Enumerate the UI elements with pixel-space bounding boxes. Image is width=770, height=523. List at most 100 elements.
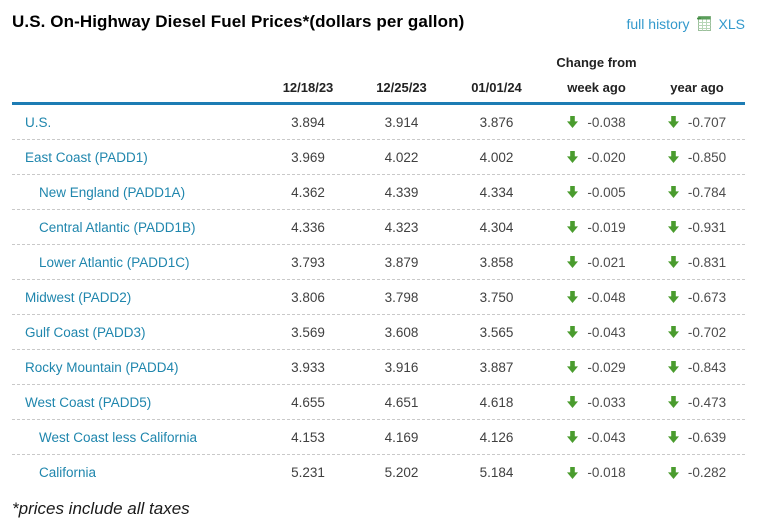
year-change-value: -0.639 (687, 429, 727, 445)
price-cell-3: 4.618 (479, 394, 514, 410)
region-link[interactable]: Rocky Mountain (PADD4) (25, 359, 179, 375)
region-link[interactable]: Lower Atlantic (PADD1C) (39, 254, 190, 270)
year-change-cell: -0.931 (649, 220, 745, 235)
region-link[interactable]: West Coast (PADD5) (25, 394, 152, 410)
year-change-cell: -0.639 (649, 430, 745, 445)
table-row: Rocky Mountain (PADD4) 3.933 3.916 3.887… (12, 350, 745, 385)
week-change-value: -0.043 (587, 429, 626, 445)
price-cell-3: 3.565 (479, 324, 514, 340)
week-change-value: -0.020 (587, 149, 626, 165)
down-arrow-icon (567, 466, 579, 479)
col-header-date-2: 12/25/23 (376, 80, 427, 95)
price-cell-2: 3.798 (384, 289, 419, 305)
year-change-value: -0.707 (687, 114, 727, 130)
change-from-header: Change from (556, 55, 637, 70)
week-change-cell: -0.005 (544, 185, 649, 200)
down-arrow-icon (567, 151, 579, 163)
year-change-cell: -0.707 (649, 115, 745, 130)
year-change-value: -0.282 (687, 465, 727, 480)
down-arrow-icon (567, 396, 579, 408)
down-arrow-icon (567, 291, 579, 303)
down-arrow-icon (567, 116, 579, 128)
price-cell-3: 4.126 (479, 429, 514, 445)
full-history-link[interactable]: full history (626, 15, 690, 32)
down-arrow-icon (567, 221, 579, 233)
down-arrow-icon (667, 291, 679, 303)
price-cell-2: 5.202 (384, 465, 419, 480)
down-arrow-icon (567, 326, 579, 338)
change-from-row: Change from (12, 42, 745, 70)
year-change-cell: -0.673 (649, 290, 745, 305)
down-arrow-icon (667, 466, 679, 479)
price-cell-1: 3.806 (291, 289, 325, 305)
week-change-value: -0.038 (587, 114, 626, 130)
year-change-cell: -0.473 (649, 395, 745, 410)
region-link[interactable]: Gulf Coast (PADD3) (25, 324, 146, 340)
week-change-cell: -0.043 (544, 325, 649, 340)
region-link[interactable]: New England (PADD1A) (39, 184, 186, 200)
year-change-value: -0.702 (687, 324, 727, 340)
price-cell-1: 3.793 (291, 254, 325, 270)
price-cell-2: 4.323 (384, 219, 419, 235)
year-change-cell: -0.850 (649, 150, 745, 165)
week-change-value: -0.021 (587, 254, 626, 270)
price-cell-2: 4.339 (384, 184, 419, 200)
year-change-value: -0.473 (687, 394, 727, 410)
price-cell-3: 3.876 (479, 114, 514, 130)
down-arrow-icon (667, 396, 679, 408)
table-row: U.S. 3.894 3.914 3.876 -0.038 -0.707 (12, 105, 745, 140)
region-link[interactable]: California (39, 465, 97, 480)
price-cell-2: 3.879 (384, 254, 419, 270)
week-change-value: -0.029 (587, 359, 626, 375)
down-arrow-icon (567, 431, 579, 443)
week-change-value: -0.043 (587, 324, 626, 340)
down-arrow-icon (667, 256, 679, 268)
price-cell-3: 4.334 (479, 184, 514, 200)
table-row: Gulf Coast (PADD3) 3.569 3.608 3.565 -0.… (12, 315, 745, 350)
col-header-date-1: 12/18/23 (282, 80, 334, 95)
spreadsheet-icon (696, 15, 713, 32)
price-cell-1: 3.969 (291, 149, 325, 165)
year-change-value: -0.784 (687, 184, 727, 200)
table-body: U.S. 3.894 3.914 3.876 -0.038 -0.707 Eas… (12, 105, 745, 490)
price-cell-3: 3.887 (479, 359, 514, 375)
year-change-cell: -0.831 (649, 255, 745, 270)
region-link[interactable]: Central Atlantic (PADD1B) (39, 219, 196, 235)
price-cell-3: 4.304 (479, 219, 514, 235)
region-link[interactable]: East Coast (PADD1) (25, 149, 148, 165)
week-change-cell: -0.048 (544, 290, 649, 305)
down-arrow-icon (567, 361, 579, 373)
year-change-cell: -0.784 (649, 185, 745, 200)
down-arrow-icon (667, 361, 679, 373)
year-change-value: -0.931 (687, 219, 727, 235)
price-cell-1: 4.362 (291, 184, 325, 200)
region-link[interactable]: Midwest (PADD2) (25, 289, 132, 305)
down-arrow-icon (567, 256, 579, 268)
down-arrow-icon (567, 186, 579, 198)
week-change-value: -0.033 (587, 394, 626, 410)
price-cell-1: 4.153 (291, 429, 325, 445)
price-cell-1: 3.933 (291, 359, 325, 375)
col-header-week-ago: week ago (567, 80, 626, 95)
down-arrow-icon (667, 186, 679, 198)
price-cell-1: 3.894 (291, 114, 325, 130)
price-cell-1: 4.655 (291, 394, 325, 410)
price-cell-1: 3.569 (291, 324, 325, 340)
week-change-cell: -0.038 (544, 115, 649, 130)
year-change-cell: -0.702 (649, 325, 745, 340)
region-link[interactable]: West Coast less California (39, 429, 198, 445)
week-change-cell: -0.020 (544, 150, 649, 165)
col-header-year-ago: year ago (670, 80, 724, 95)
xls-link[interactable]: XLS (718, 15, 745, 32)
year-change-value: -0.673 (687, 289, 727, 305)
price-cell-1: 4.336 (291, 219, 325, 235)
down-arrow-icon (667, 326, 679, 338)
price-cell-2: 4.651 (384, 394, 419, 410)
table-row: East Coast (PADD1) 3.969 4.022 4.002 -0.… (12, 140, 745, 175)
table-header: Change from 12/18/23 12/25/23 01/01/24 w… (12, 42, 745, 105)
price-cell-2: 3.914 (384, 114, 419, 130)
region-link[interactable]: U.S. (25, 114, 52, 130)
table-row: Midwest (PADD2) 3.806 3.798 3.750 -0.048… (12, 280, 745, 315)
week-change-cell: -0.021 (544, 255, 649, 270)
